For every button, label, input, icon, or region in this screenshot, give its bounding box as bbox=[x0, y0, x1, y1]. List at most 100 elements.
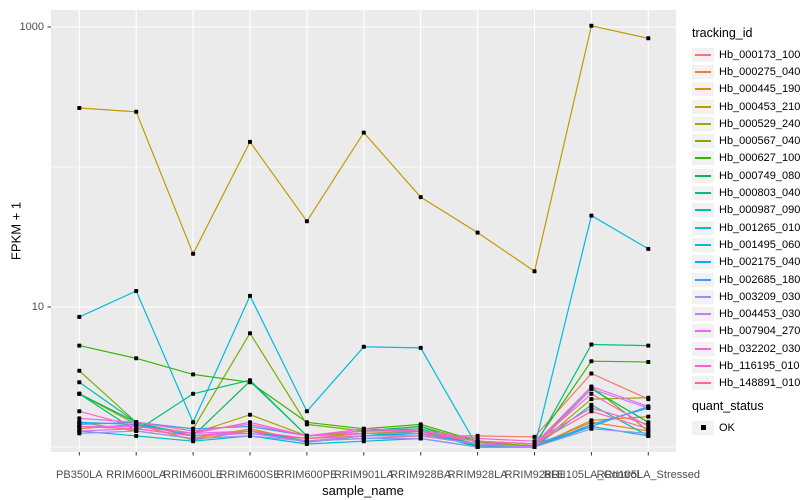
legend-entry-Hb_002685_180: Hb_002685_180 bbox=[692, 271, 800, 288]
data-point bbox=[361, 426, 366, 431]
legend-entry-Hb_001265_010: Hb_001265_010 bbox=[692, 219, 800, 236]
data-point bbox=[191, 372, 196, 377]
data-point bbox=[361, 431, 366, 436]
legend-entry-Hb_000749_080: Hb_000749_080 bbox=[692, 167, 800, 184]
data-point bbox=[589, 359, 594, 364]
legend-key-box bbox=[692, 220, 714, 235]
legend-entry-label: Hb_002175_040 bbox=[719, 256, 800, 269]
data-point bbox=[646, 395, 651, 400]
legend: tracking_id Hb_000173_100 Hb_000275_040 Hb… bbox=[692, 26, 800, 436]
legend-entry-Hb_000173_100: Hb_000173_100 bbox=[692, 46, 800, 63]
legend-key-line bbox=[695, 382, 711, 385]
legend-entries: Hb_000173_100 Hb_000275_040 Hb_000445_190 H… bbox=[692, 46, 800, 392]
legend-entry-Hb_000453_210: Hb_000453_210 bbox=[692, 98, 800, 115]
data-point bbox=[77, 429, 82, 433]
legend-title-quant-status: quant_status bbox=[692, 398, 764, 413]
legend-key-line bbox=[695, 261, 711, 264]
major-gridlines bbox=[51, 10, 676, 452]
data-point bbox=[418, 431, 423, 436]
legend-entry-label: Hb_002685_180 bbox=[719, 273, 800, 286]
legend-key-box bbox=[692, 307, 714, 322]
legend-entry-label: Hb_000803_040 bbox=[719, 187, 800, 200]
x-tick-label-RRIM600PE: RRIM600PE bbox=[276, 469, 338, 481]
legend-key-line bbox=[695, 122, 711, 125]
legend-entry-label: Hb_116195_010 bbox=[719, 359, 800, 372]
data-point bbox=[589, 418, 594, 423]
data-point bbox=[248, 293, 252, 298]
legend-entry-label: Hb_000627_100 bbox=[719, 152, 800, 165]
legend-entry-label: Hb_004453_030 bbox=[719, 308, 800, 321]
data-point bbox=[646, 414, 651, 419]
data-point bbox=[77, 106, 82, 110]
legend-key-box bbox=[692, 289, 714, 304]
data-point bbox=[77, 391, 82, 396]
legend-entry-label: Hb_007904_270 bbox=[719, 325, 800, 338]
data-point bbox=[646, 343, 651, 348]
x-tick-label-RRIM928BA: RRIM928BA bbox=[390, 469, 452, 481]
legend-entry-Hb_000445_190: Hb_000445_190 bbox=[692, 81, 800, 98]
data-point bbox=[589, 426, 594, 431]
data-points bbox=[77, 23, 651, 449]
data-point bbox=[589, 402, 594, 407]
legend-entry-label: Hb_000987_090 bbox=[719, 204, 800, 217]
legend-key-box bbox=[692, 376, 714, 391]
ok-point-icon bbox=[700, 425, 706, 431]
data-point bbox=[532, 434, 537, 439]
data-point bbox=[532, 269, 537, 274]
data-point bbox=[361, 130, 366, 135]
y-tick-label-1000: 1000 bbox=[19, 20, 44, 33]
x-tick-label-PB350LA: PB350LA bbox=[56, 469, 103, 481]
data-point bbox=[248, 420, 252, 425]
legend-entry-label: Hb_000529_240 bbox=[719, 117, 800, 130]
legend-entry-label: Hb_000275_040 bbox=[719, 65, 800, 78]
data-point bbox=[646, 404, 651, 409]
legend-entry-label: Hb_003209_030 bbox=[719, 290, 800, 303]
x-tick-label-RRIM928LE: RRIM928LE bbox=[504, 469, 565, 481]
legend-key-box bbox=[692, 203, 714, 218]
axis-tick-marks bbox=[47, 26, 649, 456]
legend-entry-label: Hb_001495_060 bbox=[719, 238, 800, 251]
data-point bbox=[646, 426, 651, 431]
data-point bbox=[248, 429, 252, 433]
data-point bbox=[418, 345, 423, 350]
data-point bbox=[248, 412, 252, 417]
data-point bbox=[77, 343, 82, 348]
data-point bbox=[589, 342, 594, 347]
legend-entry-quant-ok: OK bbox=[692, 419, 798, 436]
legend-key-box bbox=[692, 324, 714, 339]
data-point bbox=[646, 36, 651, 41]
data-point bbox=[77, 368, 82, 373]
y-axis-title: FPKM + 1 bbox=[8, 201, 24, 261]
legend-key-line bbox=[695, 209, 711, 212]
legend-entry-Hb_000987_090: Hb_000987_090 bbox=[692, 202, 800, 219]
data-point bbox=[589, 384, 594, 389]
data-point bbox=[134, 426, 139, 431]
legend-entry-Hb_000567_040: Hb_000567_040 bbox=[692, 132, 800, 149]
legend-key-line bbox=[695, 174, 711, 177]
legend-key-line bbox=[695, 226, 711, 229]
legend-key-box bbox=[692, 82, 714, 97]
legend-key-line bbox=[695, 330, 711, 333]
legend-entry-label: Hb_001265_010 bbox=[719, 221, 800, 234]
x-tick-label-RRIM928LA: RRIM928LA bbox=[447, 469, 508, 481]
legend-key-box bbox=[692, 341, 714, 356]
legend-entry-label: Hb_000173_100 bbox=[719, 48, 800, 61]
data-point bbox=[248, 331, 252, 336]
legend-entry-Hb_004453_030: Hb_004453_030 bbox=[692, 305, 800, 322]
x-tick-label-RRII105LA_Stressed: RRII105LA_Stressed bbox=[596, 469, 700, 481]
legend-entry-Hb_148891_010: Hb_148891_010 bbox=[692, 375, 800, 392]
data-point bbox=[475, 230, 480, 235]
x-axis-title: sample_name bbox=[322, 483, 404, 498]
legend-section-quant-status: quant_status OK bbox=[692, 399, 798, 436]
legend-key-line bbox=[695, 157, 711, 160]
legend-entry-label: Hb_000567_040 bbox=[719, 135, 800, 148]
data-point bbox=[589, 371, 594, 376]
legend-key-line bbox=[695, 278, 711, 281]
data-point bbox=[532, 442, 537, 446]
legend-key-box bbox=[692, 116, 714, 131]
data-point bbox=[77, 314, 82, 319]
x-tick-label-RRIM600LA: RRIM600LA bbox=[106, 469, 167, 481]
data-point bbox=[134, 420, 139, 425]
